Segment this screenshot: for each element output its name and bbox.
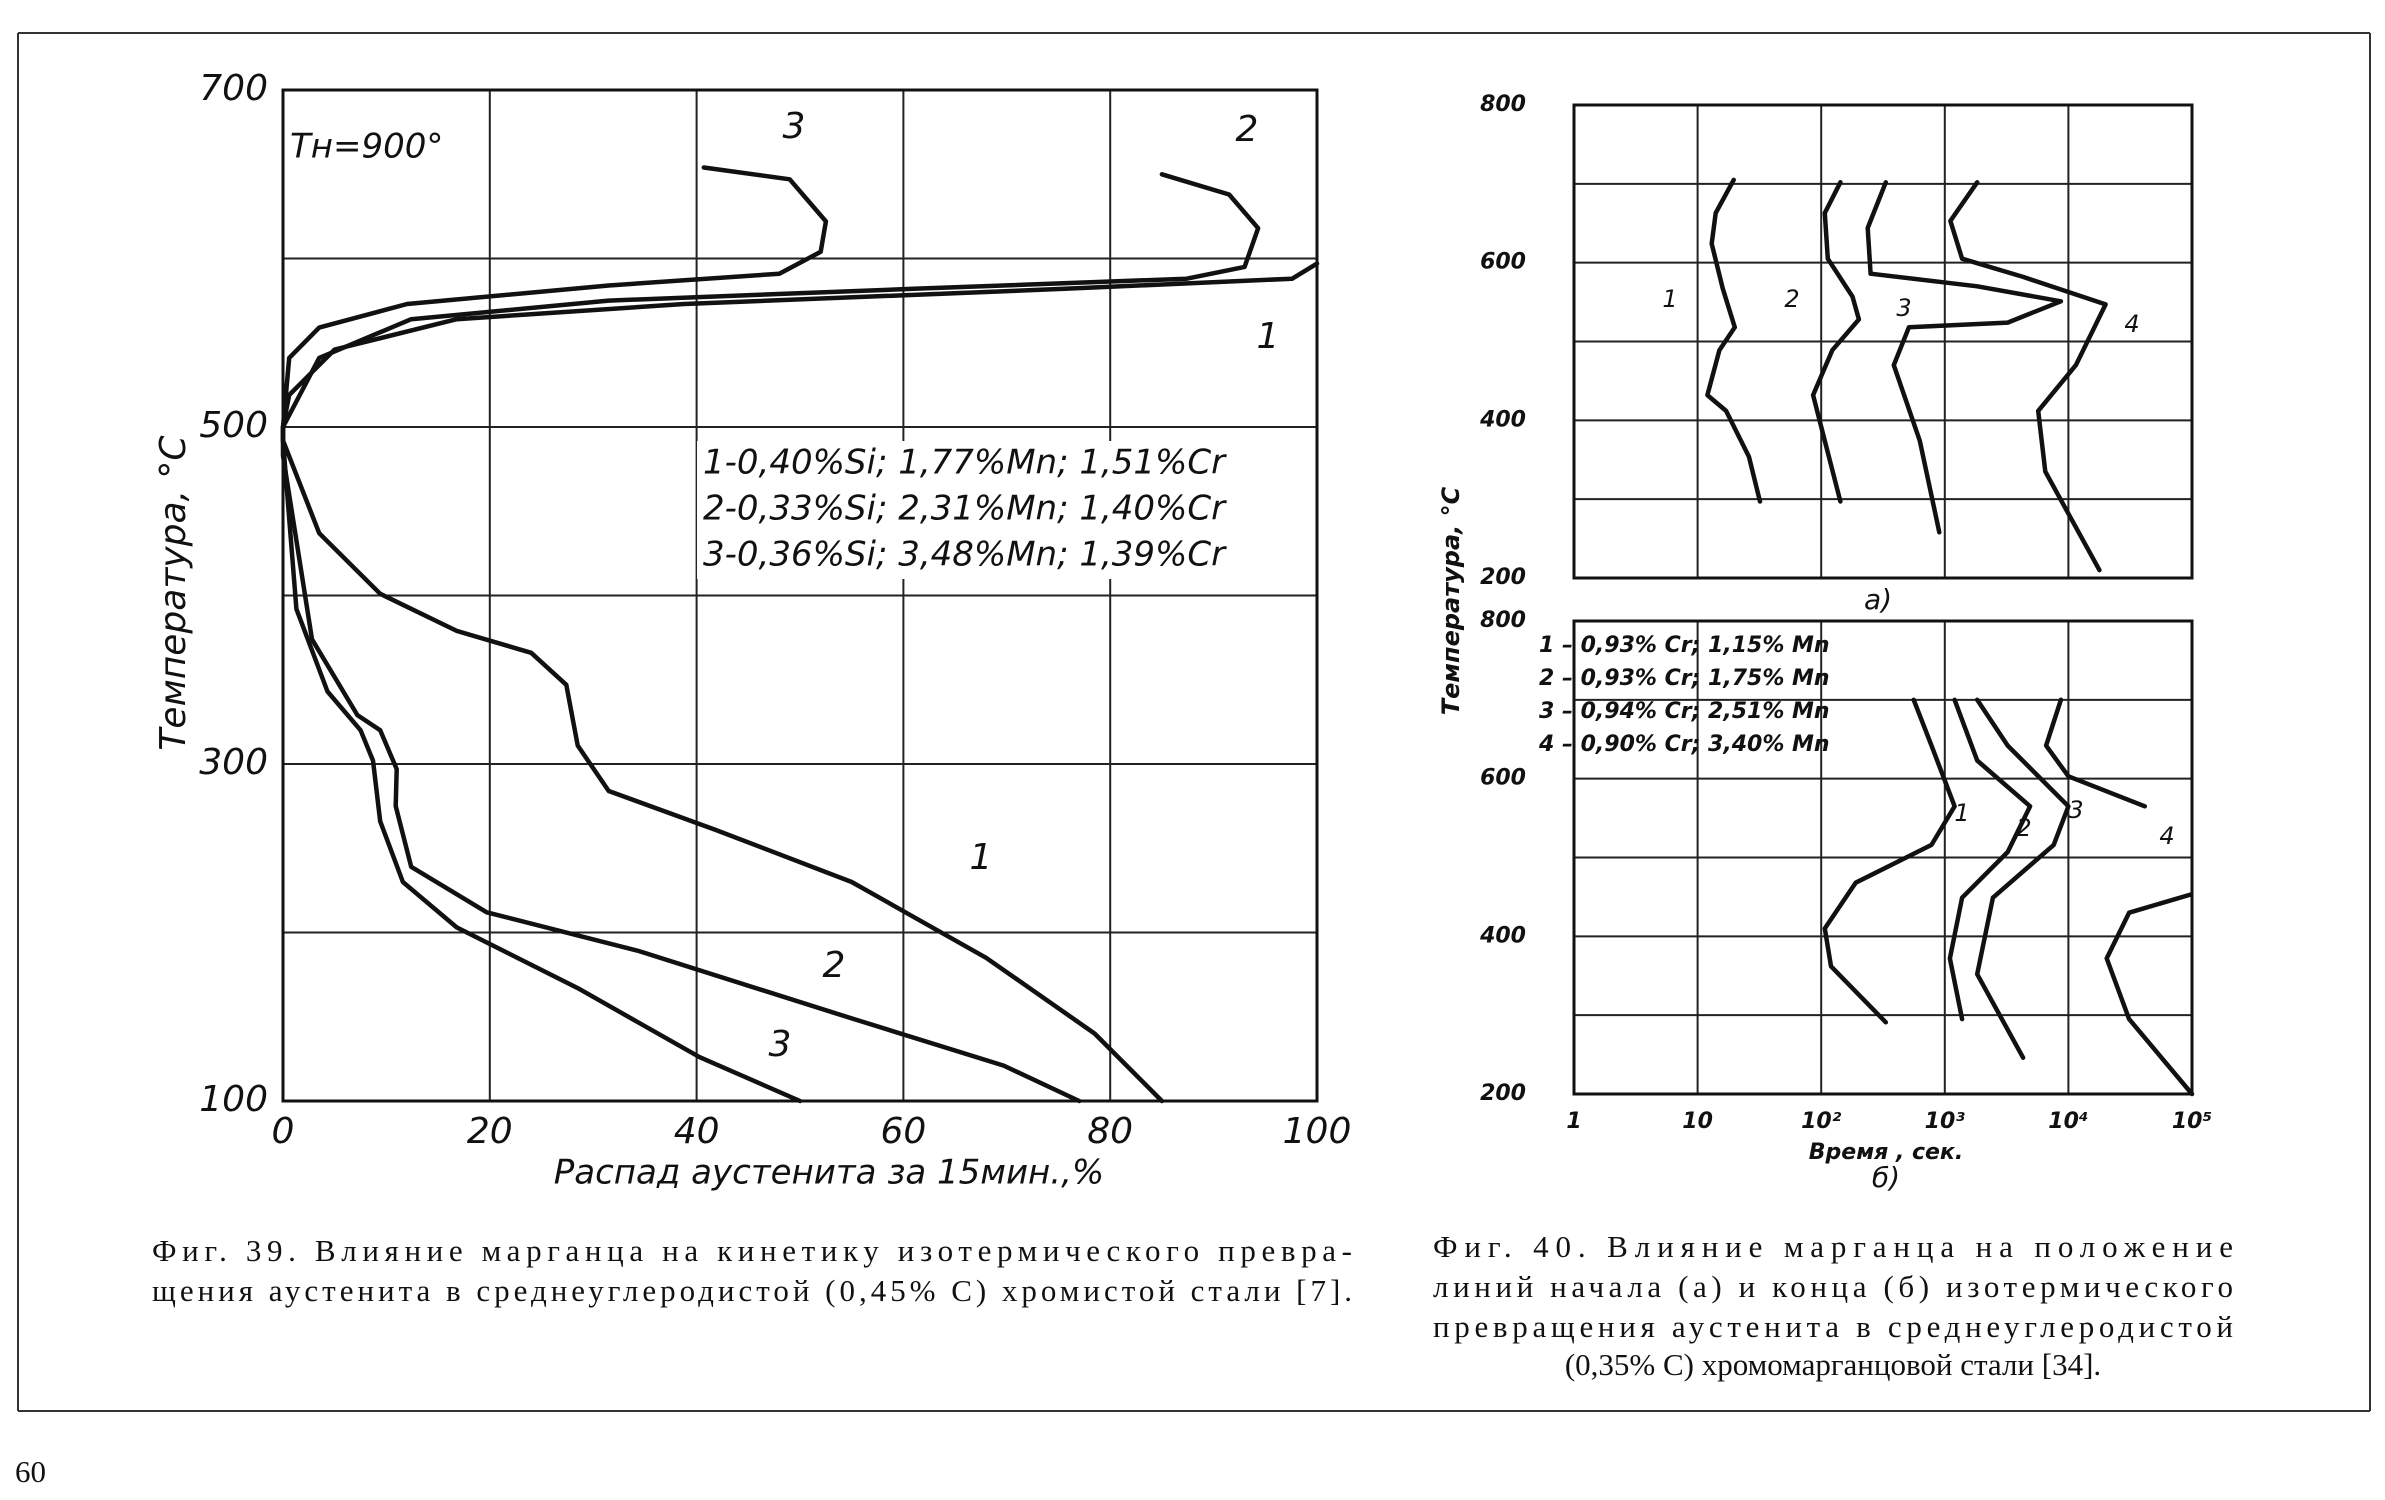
curve-label: 2 [1784,285,1799,313]
curve-label: 1 [1954,799,1969,827]
legend-entry: 3 – 0,94% Cr; 2,51% Mn [1539,699,1830,724]
y-tick-label: 100 [199,1079,268,1120]
x-tick-label: 10⁴ [2048,1109,2088,1134]
curve [280,172,1261,1104]
plot-frame [1572,103,2194,580]
y-tick-label: 500 [199,405,268,446]
y-tick-label: 300 [199,742,268,783]
legend-entry: 2 – 0,93% Cr; 1,75% Mn [1539,666,1830,691]
y-tick-label: 200 [1480,565,1526,590]
legend-entry: 4 – 0,90% Cr; 3,40% Mn [1538,732,1830,757]
y-axis-label: Температура, °С [1437,486,1465,715]
legend-entry: 3-0,36%Si; 3,48%Mn; 1,39%Cr [703,535,1227,575]
legend-entry: 1-0,40%Si; 1,77%Mn; 1,51%Cr [703,443,1227,483]
x-axis-label: Распад аустенита за 15мин.,% [554,1153,1104,1193]
curve [1947,697,2033,1022]
curve [1865,180,2064,535]
x-tick-label: 10 [1682,1109,1713,1134]
y-tick-label: 800 [1480,608,1526,633]
panel-label: а) [1864,583,1892,616]
x-tick-label: 10³ [1925,1109,1966,1134]
curve-label: 1 [1662,285,1677,313]
caption-line: Фиг. 39. Влияние марганца на кинетику из… [152,1233,1352,1268]
x-axis-label: Время , сек. [1809,1140,1963,1165]
curve-label: 3 [783,106,806,147]
curve [1974,697,2071,1060]
panel-label: б) [1872,1161,1900,1194]
y-tick-label: 600 [1480,766,1526,791]
y-tick-label: 400 [1479,923,1526,948]
page-number: 60 [15,1454,46,1489]
x-tick-label: 1 [1566,1109,1581,1134]
caption-line: (0,35% С) хромомарганцовой стали [34]. [1565,1347,2101,1382]
x-tick-label: 10² [1801,1109,1842,1134]
curve-label: 2 [823,945,846,986]
legend-background [697,441,1311,579]
curve-label: 3 [2068,796,2083,824]
curve [280,165,829,1104]
curve-label: 2 [1236,109,1259,150]
y-tick-label: 200 [1480,1081,1526,1106]
caption-line: линий начала (а) и конца (б) изотермичес… [1433,1269,2233,1304]
page-frame [17,32,2371,1412]
x-tick-label: 40 [674,1111,720,1152]
x-tick-label: 80 [1087,1111,1133,1152]
caption-line: превращения аустенита в среднеуглеродист… [1433,1309,2233,1344]
x-tick-label: 0 [272,1111,295,1152]
caption-line: щения аустенита в среднеуглеродистой (0,… [152,1273,1352,1308]
curve [1810,180,1862,504]
x-tick-label: 10⁵ [2172,1109,2212,1134]
curve-label: 3 [769,1024,792,1065]
curve-label: 4 [2124,310,2139,338]
curve [280,261,1320,1104]
curve-label: 1 [1257,316,1280,357]
curve [2043,697,2195,1097]
legend-entry: 2-0,33%Si; 2,31%Mn; 1,40%Cr [703,489,1227,529]
curve-label: 1 [970,837,993,878]
curve [1705,177,1763,504]
annotation: Tн=900° [290,127,443,167]
x-tick-label: 60 [880,1111,926,1152]
y-tick-label: 700 [199,68,268,109]
curve-label: 3 [1896,294,1911,322]
curve-label: 2 [2016,814,2031,842]
y-tick-label: 400 [1479,407,1526,432]
curve-label: 4 [2159,822,2174,850]
legend-entry: 1 – 0,93% Cr; 1,15% Mn [1539,633,1830,658]
plot-frame [1572,619,2194,1096]
x-tick-label: 100 [1283,1111,1352,1152]
y-tick-label: 800 [1480,92,1526,117]
y-tick-label: 600 [1480,250,1526,275]
curve [1948,180,2108,573]
curve [1822,697,1957,1025]
x-tick-label: 20 [467,1111,513,1152]
y-axis-label: Температура, °С [153,435,194,751]
